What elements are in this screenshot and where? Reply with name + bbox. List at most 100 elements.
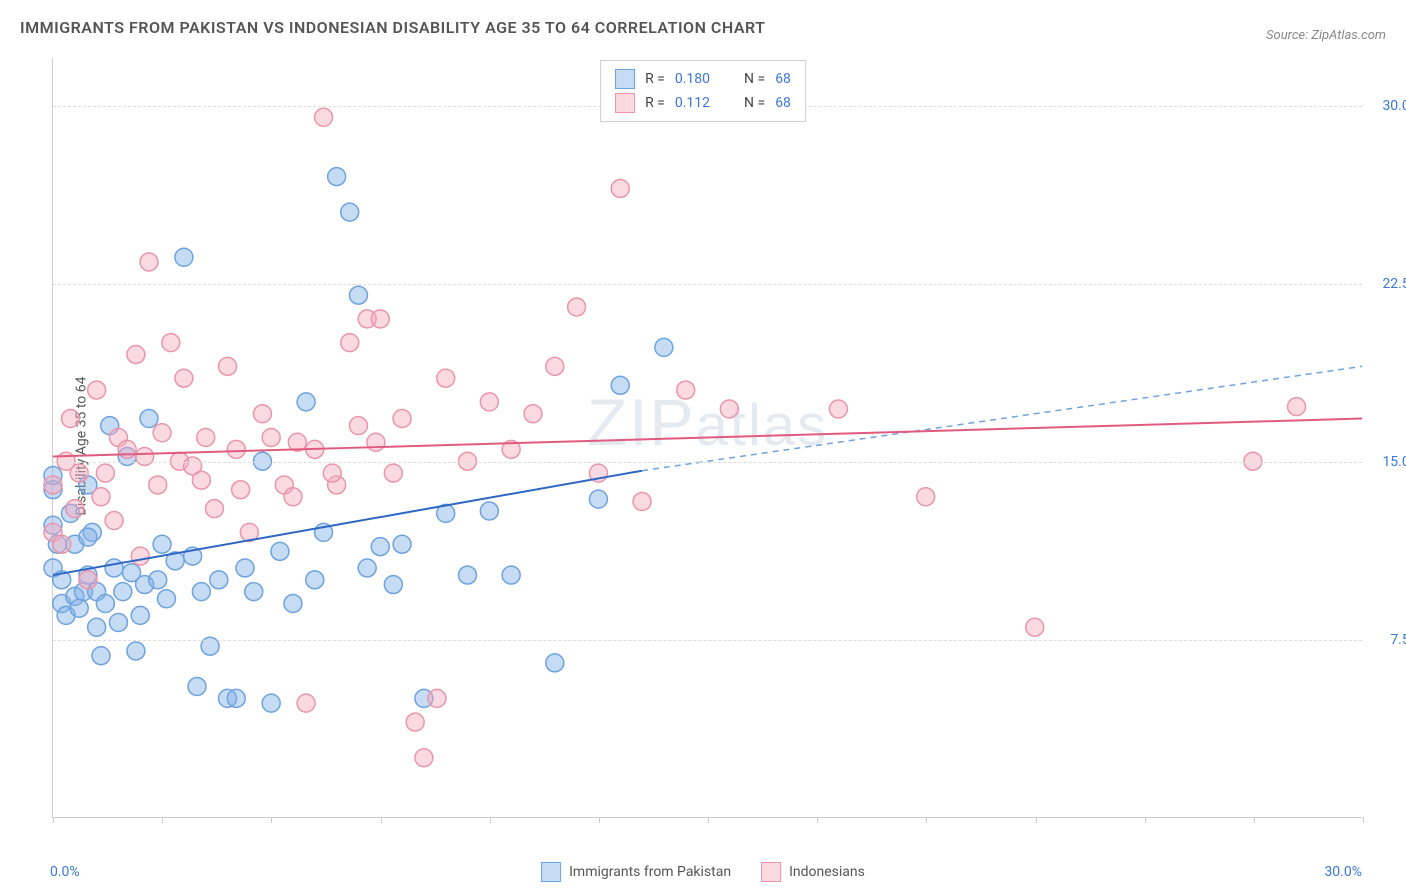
legend-row: R =0.180N =68 (615, 67, 791, 91)
legend-swatch (615, 93, 635, 113)
scatter-point (546, 654, 564, 672)
x-tick (1254, 817, 1255, 823)
scatter-point (96, 595, 114, 613)
bottom-legend-item: Immigrants from Pakistan (541, 862, 731, 882)
legend-r-label: R = (645, 71, 665, 87)
scatter-point (253, 405, 271, 423)
scatter-point (105, 559, 123, 577)
scatter-point (70, 464, 88, 482)
scatter-point (188, 678, 206, 696)
scatter-point (393, 410, 411, 428)
scatter-point (140, 410, 158, 428)
scatter-point (175, 248, 193, 266)
scatter-point (315, 108, 333, 126)
scatter-point (66, 500, 84, 518)
scatter-point (349, 417, 367, 435)
scatter-point (70, 599, 88, 617)
scatter-point (232, 481, 250, 499)
scatter-point (406, 713, 424, 731)
scatter-point (341, 203, 359, 221)
scatter-point (131, 606, 149, 624)
scatter-point (328, 168, 346, 186)
scatter-point (44, 476, 62, 494)
scatter-point (127, 642, 145, 660)
scatter-point (79, 571, 97, 589)
bottom-legend: Immigrants from Pakistan Indonesians (541, 862, 865, 882)
scatter-point (262, 429, 280, 447)
scatter-point (88, 618, 106, 636)
scatter-point (480, 502, 498, 520)
scatter-point (136, 447, 154, 465)
legend-n-label: N = (744, 71, 765, 87)
scatter-point (393, 535, 411, 553)
legend-n-value: 68 (775, 71, 791, 87)
legend-n-value: 68 (775, 95, 791, 111)
x-tick (1145, 817, 1146, 823)
scatter-point (306, 571, 324, 589)
scatter-point (546, 357, 564, 375)
scatter-point (284, 595, 302, 613)
scatter-point (371, 538, 389, 556)
bottom-legend-label: Indonesians (789, 864, 865, 880)
scatter-point (502, 566, 520, 584)
scatter-point (127, 345, 145, 363)
scatter-point (297, 393, 315, 411)
scatter-point (384, 464, 402, 482)
scatter-point (245, 583, 263, 601)
legend-r-label: R = (645, 95, 665, 111)
scatter-point (227, 440, 245, 458)
scatter-point (1288, 398, 1306, 416)
y-tick-label: 22.5% (1370, 276, 1406, 292)
scatter-point (271, 542, 289, 560)
scatter-point (589, 490, 607, 508)
scatter-point (79, 528, 97, 546)
x-axis-max-label: 30.0% (1324, 864, 1362, 880)
x-tick (271, 817, 272, 823)
legend-n-label: N = (744, 95, 765, 111)
plot-area: ZIPatlas 7.5%15.0%22.5%30.0% (52, 58, 1362, 818)
scatter-point (149, 571, 167, 589)
scatter-point (524, 405, 542, 423)
scatter-point (219, 357, 237, 375)
x-tick (1036, 817, 1037, 823)
legend-r-value: 0.112 (675, 95, 710, 111)
scatter-point (297, 694, 315, 712)
x-axis-min-label: 0.0% (50, 864, 80, 880)
scatter-point (323, 464, 341, 482)
x-tick (599, 817, 600, 823)
scatter-point (633, 493, 651, 511)
scatter-point (96, 464, 114, 482)
scatter-point (149, 476, 167, 494)
scatter-point (917, 488, 935, 506)
scatter-point (284, 488, 302, 506)
legend-swatch (761, 862, 781, 882)
scatter-point (192, 471, 210, 489)
scatter-point (131, 547, 149, 565)
x-tick (381, 817, 382, 823)
chart-title: IMMIGRANTS FROM PAKISTAN VS INDONESIAN D… (20, 18, 766, 37)
scatter-point (92, 647, 110, 665)
scatter-point (415, 749, 433, 767)
trendline-solid (53, 419, 1362, 457)
scatter-point (341, 334, 359, 352)
scatter-point (162, 334, 180, 352)
scatter-point (829, 400, 847, 418)
scatter-point (568, 298, 586, 316)
scatter-point (358, 559, 376, 577)
scatter-point (192, 583, 210, 601)
x-tick (53, 817, 54, 823)
x-tick (708, 817, 709, 823)
scatter-point (153, 424, 171, 442)
x-tick (490, 817, 491, 823)
scatter-point (437, 369, 455, 387)
scatter-point (611, 376, 629, 394)
scatter-point (53, 535, 71, 553)
scatter-point (227, 689, 245, 707)
scatter-point (92, 488, 110, 506)
gridline-h (53, 640, 1362, 641)
scatter-point (611, 179, 629, 197)
legend-box: R =0.180N =68R =0.112N =68 (600, 60, 806, 122)
legend-swatch (541, 862, 561, 882)
scatter-point (118, 440, 136, 458)
legend-swatch (615, 69, 635, 89)
